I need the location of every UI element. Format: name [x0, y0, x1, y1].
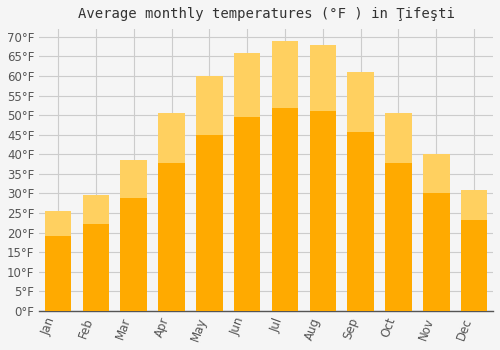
Bar — [386, 113, 411, 311]
Bar — [386, 113, 411, 163]
Bar — [461, 189, 487, 220]
Bar — [45, 211, 72, 311]
Bar — [348, 72, 374, 132]
Bar — [310, 45, 336, 311]
Bar — [461, 189, 487, 311]
Bar — [82, 195, 109, 224]
Bar — [45, 211, 72, 236]
Bar — [272, 41, 298, 108]
Bar — [310, 45, 336, 111]
Bar — [196, 76, 222, 135]
Bar — [196, 76, 222, 311]
Bar — [82, 195, 109, 311]
Bar — [423, 154, 450, 194]
Bar — [234, 52, 260, 311]
Bar — [348, 72, 374, 311]
Bar — [158, 113, 185, 163]
Bar — [158, 113, 185, 311]
Bar — [234, 52, 260, 117]
Title: Average monthly temperatures (°F ) in Ţifeşti: Average monthly temperatures (°F ) in Ţi… — [78, 7, 454, 21]
Bar — [120, 160, 147, 198]
Bar — [423, 154, 450, 311]
Bar — [120, 160, 147, 311]
Bar — [272, 41, 298, 311]
